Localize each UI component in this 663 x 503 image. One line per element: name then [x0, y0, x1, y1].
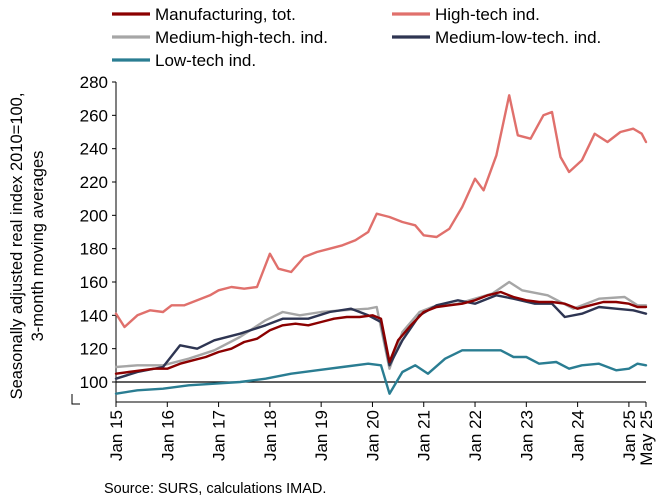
x-tick-label: Jan 21: [415, 410, 434, 461]
legend-label: Medium-low-tech. ind.: [435, 28, 601, 47]
y-axis-label-line: Seasonally adjusted real index 2010=100,: [8, 93, 26, 400]
y-tick-label: 200: [80, 206, 108, 225]
y-axis-ticks: 100 120 140 160 180 200 220 240 260 280: [71, 73, 116, 405]
legend-label: Low-tech ind.: [155, 51, 256, 70]
y-axis-label-line: 3-month moving averages: [29, 151, 47, 342]
legend-label: High-tech ind.: [435, 5, 540, 24]
y-tick-label: 240: [80, 140, 108, 159]
series-line-low-tech-ind: [114, 349, 648, 395]
y-tick-label: 120: [80, 340, 108, 359]
y-tick-label: 180: [80, 240, 108, 259]
y-tick-label: 160: [80, 273, 108, 292]
legend: Manufacturing, tot. High-tech ind. Medium-…: [112, 5, 601, 70]
series-line-manufacturing-tot: [114, 290, 648, 375]
series-line-high-tech-ind: [114, 94, 648, 329]
x-tick-label: Jan 17: [210, 410, 229, 461]
x-tick-label: Jan 18: [261, 410, 280, 461]
y-tick-label: 100: [80, 373, 108, 392]
x-tick-label: Jan 16: [158, 410, 177, 461]
legend-label: Medium-high-tech. ind.: [155, 28, 328, 47]
series-lines: [114, 94, 648, 395]
series-line-medium-low-tech-ind: [114, 294, 648, 380]
x-tick-label: Jan 15: [107, 410, 126, 461]
x-tick-label: Jan 23: [517, 410, 536, 461]
x-tick-label: Jan 19: [312, 410, 331, 461]
x-tick-label: Jan 24: [569, 410, 588, 461]
x-tick-label: Jan 25: [620, 410, 639, 461]
source-note: Source: SURS, calculations IMAD.: [104, 481, 326, 497]
x-tick-label: Jan 20: [363, 410, 382, 461]
y-axis-label: Seasonally adjusted real index 2010=100,…: [8, 93, 47, 400]
y-tick-label: 280: [80, 73, 108, 92]
legend-label: Manufacturing, tot.: [155, 5, 296, 24]
axis-break-icon: [71, 394, 80, 405]
x-tick-label: May 25: [637, 410, 656, 466]
y-tick-label: 220: [80, 173, 108, 192]
y-tick-label: 140: [80, 306, 108, 325]
x-tick-label: Jan 22: [466, 410, 485, 461]
x-axis-ticks: Jan 15 Jan 16 Jan 17 Jan 18 Jan 19 Jan 20 Jan …: [107, 402, 656, 466]
y-tick-label: 260: [80, 106, 108, 125]
